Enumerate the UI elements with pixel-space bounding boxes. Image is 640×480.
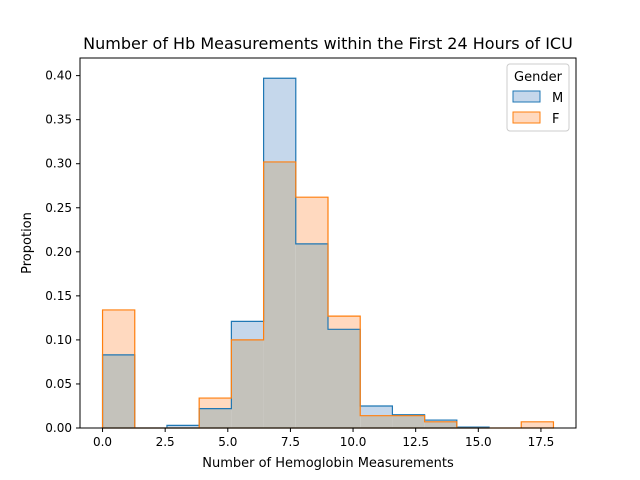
- y-tick-label: 0.15: [45, 289, 72, 303]
- legend-swatch-m: [512, 90, 541, 103]
- x-axis-label: Number of Hemoglobin Measurements: [202, 456, 454, 471]
- x-tick-label: 10.0: [340, 435, 367, 449]
- x-tick-label: 12.5: [402, 435, 429, 449]
- y-axis: 0.00 0.05 0.10 0.15 0.20 0.25 0.30 0.35 0.40: [45, 69, 80, 435]
- x-tick-label: 0.0: [93, 435, 112, 449]
- y-tick-label: 0.20: [45, 245, 72, 259]
- y-tick-label: 0.05: [45, 377, 72, 391]
- bin-overlap-6: [295, 243, 328, 428]
- y-tick-label: 0.10: [45, 333, 72, 347]
- bin-f-13: [521, 421, 554, 428]
- legend-label-f: F: [552, 112, 559, 127]
- y-axis-label: Propotion: [20, 212, 35, 274]
- bin-m-8: [360, 405, 393, 416]
- bin-overlap-5: [263, 161, 296, 428]
- bin-overlap-0: [102, 354, 135, 428]
- bin-f-6: [295, 197, 328, 244]
- bin-f-7: [328, 316, 361, 330]
- y-tick-label: 0.00: [45, 421, 72, 435]
- bin-m-10: [424, 420, 457, 422]
- bin-overlap-9: [392, 415, 425, 428]
- x-tick-label: 5.0: [218, 435, 237, 449]
- bin-overlap-10: [424, 421, 457, 428]
- x-tick-label: 2.5: [156, 435, 175, 449]
- bin-m-2: [166, 425, 200, 428]
- bin-overlap-7: [328, 329, 361, 428]
- y-tick-label: 0.25: [45, 201, 72, 215]
- x-tick-label: 17.5: [528, 435, 555, 449]
- y-tick-label: 0.30: [45, 157, 72, 171]
- plot-frame: [79, 57, 577, 429]
- bin-overlap-4: [231, 339, 264, 428]
- bin-overlap-8: [360, 415, 393, 428]
- y-tick-label: 0.40: [45, 69, 72, 83]
- bin-m-4: [231, 321, 264, 340]
- x-axis: 0.0 2.5 5.0 7.5 10.0 12.5 15.0 17.5: [93, 428, 554, 449]
- x-tick-label: 7.5: [281, 435, 300, 449]
- legend-swatch-f: [512, 111, 541, 124]
- x-tick-label: 15.0: [465, 435, 492, 449]
- legend: Gender M F: [506, 63, 570, 132]
- bin-f-3: [199, 398, 232, 409]
- chart-title: Number of Hb Measurements within the Fir…: [83, 34, 573, 53]
- plot-area: [101, 77, 555, 429]
- legend-label-m: M: [552, 91, 563, 106]
- series-outline-m: [101, 77, 490, 429]
- bin-f-0: [102, 309, 135, 355]
- bin-m-5: [263, 78, 296, 162]
- bin-overlap-3: [199, 408, 232, 428]
- y-tick-label: 0.35: [45, 113, 72, 127]
- legend-title: Gender: [514, 70, 563, 85]
